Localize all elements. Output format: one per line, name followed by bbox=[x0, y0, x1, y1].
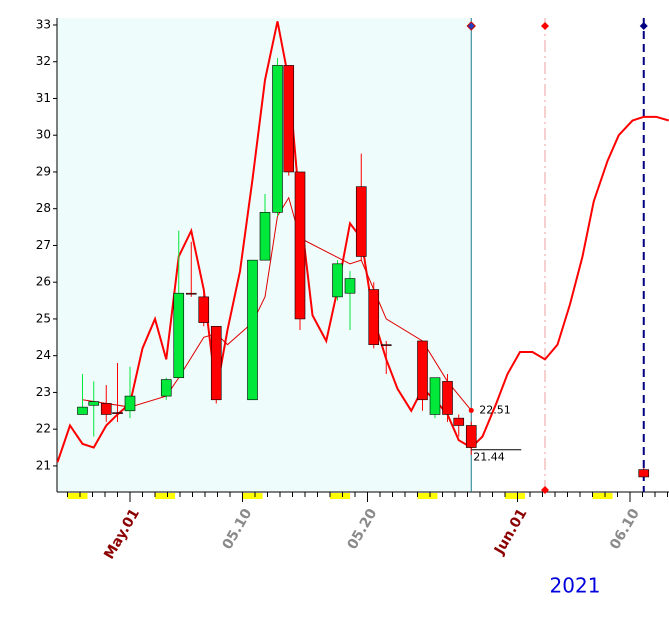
y-tick-label: 24 bbox=[36, 348, 51, 362]
candle-body bbox=[332, 263, 343, 298]
y-tick-label: 27 bbox=[36, 238, 51, 252]
week-marker bbox=[330, 493, 350, 499]
y-tick-label: 21 bbox=[36, 458, 51, 472]
y-tick-label: 23 bbox=[36, 385, 51, 399]
candle-body bbox=[124, 395, 136, 412]
candle-body bbox=[210, 325, 222, 401]
y-tick-label: 25 bbox=[36, 311, 51, 325]
candle-body bbox=[100, 403, 112, 415]
candle-body bbox=[198, 296, 210, 323]
annotation-label: 21.44 bbox=[473, 451, 505, 464]
candle-body bbox=[417, 340, 428, 401]
y-tick-label: 32 bbox=[36, 54, 51, 68]
candle-body bbox=[344, 278, 356, 294]
candle-body bbox=[88, 401, 100, 406]
candle-body bbox=[272, 65, 283, 213]
x-tick-label: 06.10 bbox=[607, 506, 643, 553]
vline-marker bbox=[639, 22, 648, 30]
candle-body bbox=[259, 212, 271, 261]
candle-body bbox=[638, 469, 650, 478]
candle-body bbox=[173, 292, 185, 379]
line-series bbox=[82, 196, 472, 411]
week-marker bbox=[417, 493, 438, 499]
annotation-point bbox=[468, 407, 474, 413]
week-marker bbox=[242, 493, 263, 499]
y-tick-label: 33 bbox=[36, 17, 51, 31]
candle-body bbox=[355, 186, 367, 257]
x-tick-label: 05.20 bbox=[344, 506, 380, 553]
y-tick-label: 22 bbox=[36, 422, 51, 436]
x-tick-label: Jun.01 bbox=[491, 506, 530, 558]
week-marker bbox=[67, 493, 88, 499]
candle-body bbox=[112, 412, 123, 414]
vline-marker bbox=[541, 22, 549, 30]
y-tick-label: 26 bbox=[36, 275, 51, 289]
y-tick-label: 31 bbox=[36, 91, 51, 105]
y-tick-label: 29 bbox=[36, 164, 51, 178]
y-tick-label: 30 bbox=[36, 128, 51, 142]
year-label: 2021 bbox=[550, 574, 601, 598]
candle-body bbox=[453, 417, 465, 426]
vline-marker bbox=[541, 486, 549, 494]
vline-marker bbox=[466, 21, 476, 31]
candle-body bbox=[442, 381, 453, 415]
y-tick-label: 28 bbox=[36, 201, 51, 215]
candle-body bbox=[185, 292, 197, 295]
candle-body bbox=[283, 65, 295, 173]
x-tick-label: 05.10 bbox=[219, 506, 255, 553]
candle-body bbox=[77, 406, 88, 415]
candle-body bbox=[247, 259, 258, 401]
week-marker bbox=[155, 493, 175, 499]
candle-body bbox=[429, 377, 441, 415]
candle-body bbox=[294, 171, 306, 320]
candle-body bbox=[160, 379, 172, 397]
x-tick-label: May.01 bbox=[101, 506, 143, 562]
candle-body bbox=[368, 289, 380, 345]
candle-body bbox=[465, 425, 477, 448]
candle-body bbox=[380, 344, 392, 346]
week-marker bbox=[505, 493, 525, 499]
week-marker bbox=[592, 493, 613, 499]
annotation-label: 22.51 bbox=[479, 403, 511, 416]
